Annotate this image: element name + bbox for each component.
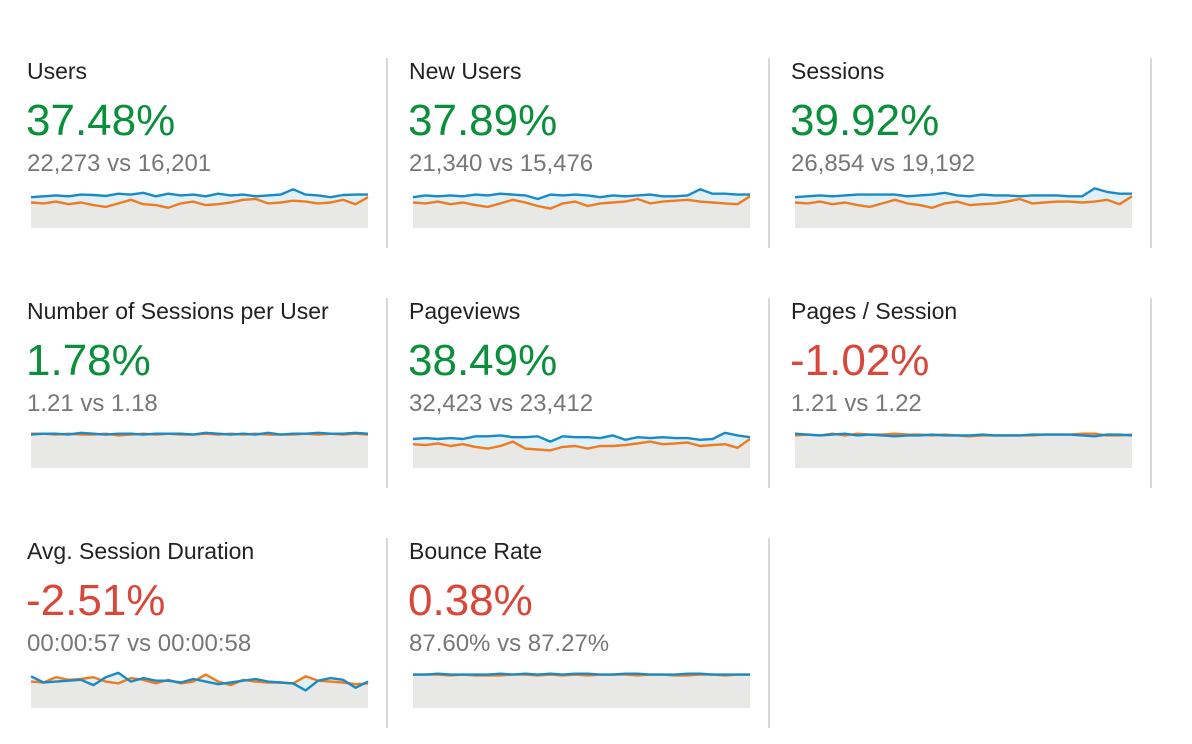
metric-label: Sessions [791, 58, 885, 84]
previous-period-line [794, 195, 1133, 209]
metric-label: Users [27, 58, 88, 84]
current-period-line [412, 188, 750, 201]
sparkline-chart [30, 431, 369, 468]
metric-card-avg-session-duration[interactable]: Avg. Session Duration -2.51% 00:00:57 vs… [26, 538, 391, 728]
metric-compare: 22,273 vs 16,201 [27, 150, 212, 177]
metric-card-pages-per-session[interactable]: Pages / Session -1.02% 1.21 vs 1.22 [790, 298, 1155, 488]
metric-compare: 32,423 vs 23,412 [409, 390, 594, 417]
metric-card-new-users[interactable]: New Users 37.89% 21,340 vs 15,476 [408, 58, 773, 248]
column-divider [768, 538, 770, 728]
metric-compare: 26,854 vs 19,192 [791, 150, 976, 177]
column-divider [1150, 58, 1152, 248]
sparkline-chart [30, 188, 369, 228]
current-period-line [30, 431, 369, 436]
metric-change: 39.92% [790, 96, 940, 145]
column-divider [768, 298, 770, 488]
metric-card-users[interactable]: Users 37.48% 22,273 vs 16,201 [26, 58, 391, 248]
sparkline-chart [30, 671, 369, 708]
current-period-line [794, 187, 1132, 199]
metric-compare: 87.60% vs 87.27% [409, 630, 610, 657]
current-period-line [413, 672, 750, 676]
current-period-line [794, 432, 1133, 438]
metric-card-sessions-per-user[interactable]: Number of Sessions per User 1.78% 1.21 v… [26, 298, 391, 488]
metric-card-bounce-rate[interactable]: Bounce Rate 0.38% 87.60% vs 87.27% [408, 538, 773, 728]
sparkline-area [795, 433, 1132, 468]
metric-compare: 00:00:57 vs 00:00:58 [27, 630, 252, 657]
sparkline-chart [413, 672, 750, 708]
previous-period-line [412, 438, 751, 452]
metric-label: Bounce Rate [409, 538, 542, 564]
column-divider [768, 58, 770, 248]
previous-period-line [412, 195, 751, 210]
sparkline-chart [412, 431, 751, 468]
sparkline-area [413, 673, 750, 708]
column-divider [386, 538, 388, 728]
metric-change: 38.49% [408, 336, 558, 385]
metric-card-pageviews[interactable]: Pageviews 38.49% 32,423 vs 23,412 [408, 298, 773, 488]
current-period-line [412, 431, 751, 443]
metric-label: Pageviews [409, 298, 521, 324]
sparkline-band [31, 672, 368, 691]
column-divider [386, 58, 388, 248]
metric-compare: 1.21 vs 1.18 [27, 390, 158, 417]
previous-period-line [30, 673, 369, 687]
metric-compare: 21,340 vs 15,476 [409, 150, 594, 177]
sparkline-area [31, 432, 368, 468]
column-divider [386, 298, 388, 488]
metric-card-sessions[interactable]: Sessions 39.92% 26,854 vs 19,192 [790, 58, 1155, 248]
metric-change: 0.38% [408, 576, 533, 625]
metric-label: Pages / Session [791, 298, 958, 324]
current-period-line [30, 188, 368, 199]
sparkline-band [795, 188, 1132, 208]
metric-change: 37.89% [408, 96, 558, 145]
metric-label: Avg. Session Duration [27, 538, 255, 564]
current-period-line [30, 671, 369, 692]
metric-change: -1.02% [790, 336, 930, 385]
metric-label: New Users [409, 58, 522, 84]
metric-change: 1.78% [26, 336, 151, 385]
previous-period-line [30, 196, 369, 209]
metric-change: -2.51% [26, 576, 166, 625]
sparkline-chart [412, 188, 751, 228]
column-divider [1150, 298, 1152, 488]
sparkline-chart [794, 432, 1133, 468]
sparkline-chart [794, 187, 1133, 228]
metric-compare: 1.21 vs 1.22 [791, 390, 922, 417]
metric-label: Number of Sessions per User [27, 298, 329, 324]
metric-change: 37.48% [26, 96, 176, 145]
